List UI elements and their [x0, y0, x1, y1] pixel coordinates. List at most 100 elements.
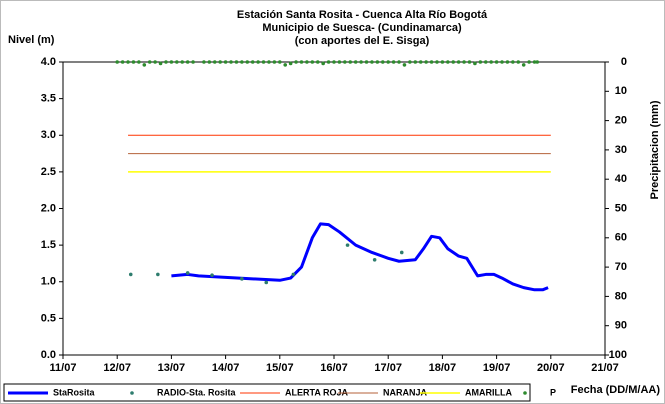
series-dot: [210, 273, 214, 277]
x-tick-label: 20/07: [537, 362, 565, 374]
series-dot: [278, 60, 282, 64]
series-dot: [142, 63, 147, 67]
series-dot: [180, 60, 185, 64]
series-dot: [397, 60, 401, 64]
series-dot: [535, 60, 540, 64]
y-tick-label: 1.0: [41, 276, 56, 288]
series-dot: [380, 60, 385, 64]
series-dot: [500, 60, 504, 64]
series-dot: [413, 60, 418, 64]
y-tick-label: 3.0: [41, 129, 56, 141]
series-dot: [137, 60, 141, 64]
series-dot: [283, 63, 288, 67]
series-dot: [185, 60, 190, 64]
series-dot: [147, 60, 152, 64]
x-tick-label: 14/07: [212, 362, 240, 374]
series-dot: [348, 60, 353, 64]
series-dot: [462, 60, 466, 64]
series-dot: [326, 60, 331, 64]
series-dot: [291, 272, 296, 277]
y-tick-label: 0.0: [41, 349, 56, 361]
x-tick-label: 12/07: [103, 362, 131, 374]
series-dot: [305, 60, 309, 64]
series-dot: [370, 60, 374, 64]
series-dot: [345, 243, 350, 247]
series-dot: [256, 60, 260, 64]
series-dot: [440, 60, 445, 64]
series-dot: [261, 60, 266, 64]
y-tick-label: 2.5: [41, 166, 56, 178]
y2-tick-label: 90: [615, 320, 627, 332]
chart-title: (con aportes del E. Sisga): [295, 35, 430, 47]
y2-tick-label: 50: [615, 202, 627, 214]
y-tick-label: 0.5: [41, 312, 56, 324]
series-dot: [267, 60, 271, 64]
series-dot: [212, 60, 217, 64]
series-dot: [375, 60, 380, 64]
series-dot: [218, 60, 222, 64]
series-dot: [223, 60, 228, 64]
x-tick-label: 16/07: [320, 362, 348, 374]
series-dot: [250, 60, 255, 64]
y2-tick-label: 20: [615, 115, 627, 127]
legend-label: AMARILLA: [465, 387, 512, 397]
series-dot: [435, 60, 439, 64]
legend-label: P: [550, 387, 556, 397]
y2-tick-label: 70: [615, 261, 627, 273]
series-dot: [115, 60, 119, 64]
x-tick-label: 15/07: [266, 362, 294, 374]
series-dot: [240, 60, 244, 64]
legend-label: NARANJA: [383, 387, 428, 397]
legend-label: StaRosita: [53, 387, 96, 397]
y2-tick-label: 40: [615, 173, 627, 185]
x-axis-label: Fecha (DD/M/AA): [571, 384, 661, 396]
series-dot: [372, 257, 377, 262]
series-dot: [240, 277, 244, 281]
series-dot: [315, 60, 320, 64]
y2-tick-label: 60: [615, 232, 627, 244]
y-tick-label: 3.5: [41, 93, 56, 105]
series-dot: [156, 272, 160, 277]
series-dot: [264, 280, 269, 285]
series-dot: [128, 272, 133, 277]
series-dot: [451, 60, 456, 64]
series-dot: [489, 60, 493, 64]
series-dot: [511, 60, 515, 64]
legend-label: ALERTA ROJA: [285, 387, 349, 397]
x-tick-label: 17/07: [374, 362, 402, 374]
series-dot: [532, 60, 537, 64]
y2-tick-label: 10: [615, 85, 627, 97]
series-dot: [332, 60, 336, 64]
series-dot: [131, 60, 136, 64]
series-dot: [516, 60, 521, 64]
chart-title: Municipio de Suesca- (Cundinamarca): [262, 22, 462, 34]
series-dot: [120, 60, 125, 64]
y2-tick-label: 0: [621, 56, 627, 68]
series-dot: [456, 60, 461, 64]
series-dot: [418, 60, 423, 64]
y-tick-label: 4.0: [41, 56, 56, 68]
x-tick-label: 21/07: [591, 362, 619, 374]
series-dot: [446, 60, 450, 64]
x-tick-label: 11/07: [50, 362, 77, 374]
series-dot: [364, 60, 369, 64]
series-dot: [467, 60, 472, 64]
series-dot: [158, 61, 163, 66]
y-tick-label: 1.5: [41, 239, 56, 251]
y2-tick-label: 100: [609, 349, 627, 361]
series-line: [171, 222, 549, 292]
x-tick-label: 13/07: [158, 362, 186, 374]
series-dot: [207, 60, 212, 64]
series-dot: [505, 60, 510, 64]
series-dot: [424, 60, 428, 64]
legend-label: RADIO-Sta. Rosita: [157, 387, 237, 397]
series-dot: [310, 60, 315, 64]
series-dot: [126, 60, 130, 64]
y2-tick-label: 30: [615, 144, 627, 156]
series-dot: [288, 61, 293, 66]
legend-swatch: [523, 391, 527, 395]
series-dot: [245, 60, 250, 64]
series-dot: [521, 63, 526, 67]
y-tick-label: 2.0: [41, 202, 56, 214]
